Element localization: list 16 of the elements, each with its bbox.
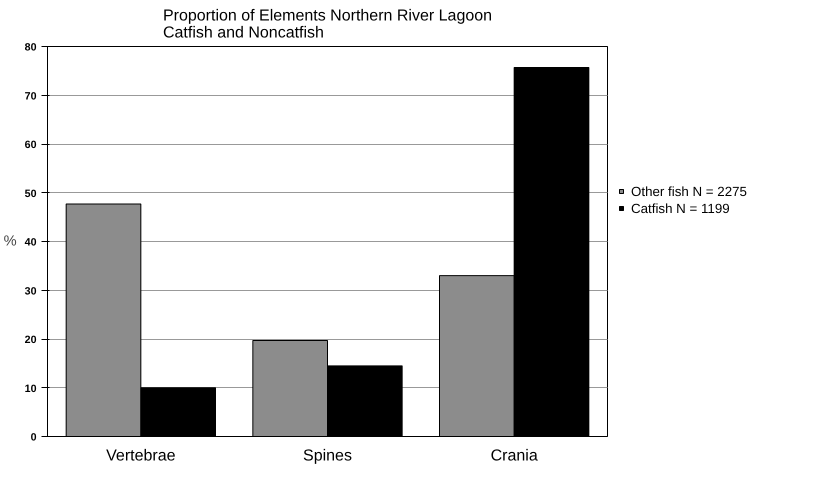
x-tick-label: Crania xyxy=(490,448,538,464)
y-tick-label: 0 xyxy=(30,432,37,444)
y-axis-title: % xyxy=(4,234,17,250)
x-tick-label: Vertebrae xyxy=(106,448,176,464)
y-tick-label: 30 xyxy=(24,285,37,298)
y-tick-label: 20 xyxy=(24,334,37,346)
y-tick-label: 80 xyxy=(24,42,37,54)
y-tick-label: 60 xyxy=(24,139,37,151)
legend-label: Catfish N = 1199 xyxy=(631,200,730,216)
chart-title: Proportion of Elements Northern River Lagoon Catfish and Noncatfish xyxy=(162,8,492,42)
y-tick-label: 40 xyxy=(24,236,37,248)
y-tick-label: 50 xyxy=(24,188,37,200)
x-tick-label: Spines xyxy=(303,448,352,464)
legend-label: Other fish N = 2275 xyxy=(631,184,747,199)
y-tick-label: 70 xyxy=(24,90,37,102)
y-tick-label: 10 xyxy=(24,382,37,395)
